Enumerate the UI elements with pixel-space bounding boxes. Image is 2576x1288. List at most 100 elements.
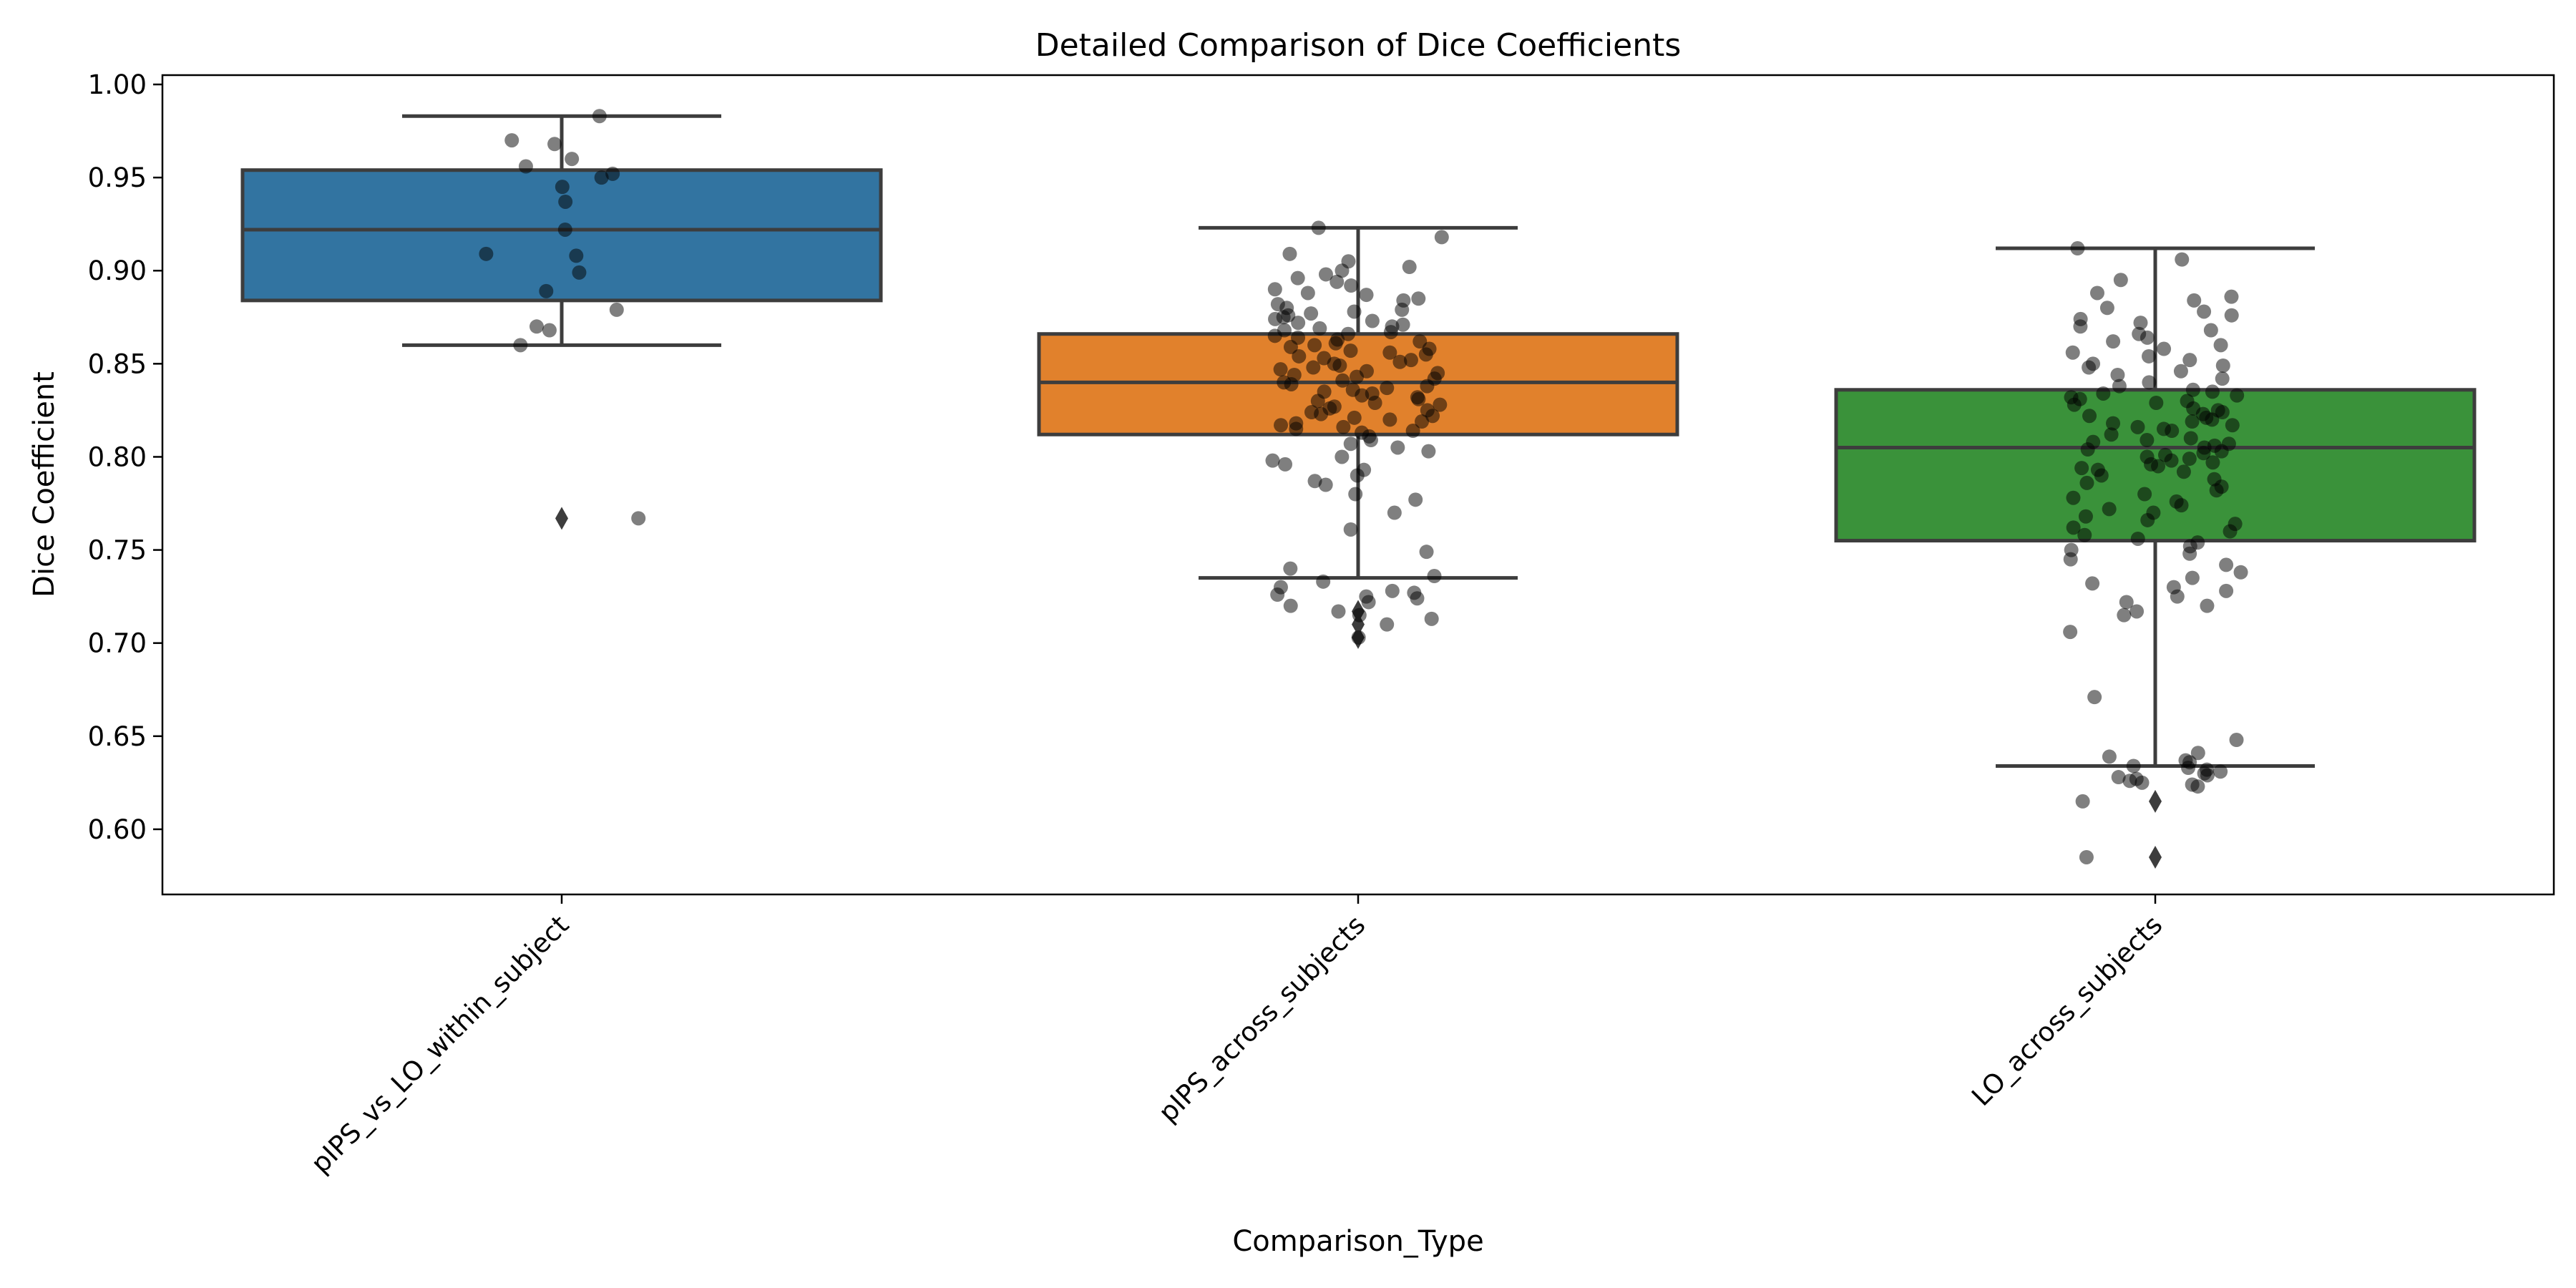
data-point bbox=[2230, 388, 2245, 403]
data-point bbox=[2077, 527, 2092, 542]
data-point bbox=[2119, 595, 2134, 610]
data-point bbox=[1382, 345, 1397, 360]
data-point bbox=[2185, 382, 2200, 397]
data-point bbox=[2200, 598, 2215, 613]
data-point bbox=[572, 265, 587, 280]
y-tick-label: 0.65 bbox=[88, 721, 147, 752]
data-point bbox=[1316, 574, 1331, 589]
data-point bbox=[479, 246, 494, 261]
y-tick-label: 0.95 bbox=[88, 162, 147, 193]
data-point bbox=[2089, 286, 2104, 301]
data-point bbox=[1387, 505, 1402, 520]
data-point bbox=[2182, 546, 2197, 561]
data-point bbox=[1273, 362, 1288, 377]
data-point bbox=[1307, 474, 1322, 489]
data-point bbox=[1403, 353, 1418, 368]
data-point bbox=[1306, 360, 1321, 375]
data-point bbox=[2183, 431, 2198, 446]
data-point bbox=[2142, 375, 2157, 390]
data-point bbox=[2190, 746, 2205, 761]
y-tick-label: 0.90 bbox=[88, 255, 147, 286]
data-point bbox=[2214, 444, 2229, 459]
data-point bbox=[2082, 360, 2097, 375]
data-point bbox=[2197, 304, 2212, 319]
data-point bbox=[1385, 583, 1400, 598]
data-point bbox=[1282, 246, 1297, 261]
data-point bbox=[2111, 770, 2126, 785]
data-point bbox=[1351, 630, 1366, 645]
points-pIPS_across_subjects bbox=[1265, 220, 1449, 645]
data-point bbox=[1311, 220, 1326, 235]
data-point bbox=[1420, 379, 1435, 394]
data-point bbox=[2164, 453, 2179, 468]
data-point bbox=[1331, 604, 1346, 619]
data-point bbox=[1335, 263, 1350, 278]
data-point bbox=[1347, 304, 1362, 319]
data-point bbox=[2113, 273, 2128, 288]
data-point bbox=[2190, 779, 2205, 794]
data-point bbox=[2085, 576, 2100, 591]
data-point bbox=[2140, 330, 2155, 345]
data-point bbox=[2215, 358, 2230, 373]
data-point bbox=[1289, 421, 1304, 436]
data-point bbox=[1410, 591, 1425, 606]
data-point bbox=[1267, 328, 1282, 343]
data-point bbox=[1361, 595, 1376, 610]
data-point bbox=[1380, 381, 1395, 396]
outlier-marker bbox=[2149, 789, 2162, 813]
data-point bbox=[2122, 774, 2137, 789]
data-point bbox=[1307, 338, 1322, 353]
data-point bbox=[2185, 414, 2200, 429]
data-point bbox=[1392, 354, 1407, 369]
data-point bbox=[1314, 406, 1329, 421]
y-tick-label: 0.70 bbox=[88, 628, 147, 659]
data-point bbox=[1328, 336, 1343, 351]
data-point bbox=[2149, 396, 2164, 410]
data-point bbox=[1318, 267, 1333, 282]
chart-title: Detailed Comparison of Dice Coefficients bbox=[1035, 27, 1682, 64]
y-axis-label: Dice Coefficient bbox=[28, 371, 61, 597]
data-point bbox=[2233, 565, 2248, 580]
points-layer bbox=[479, 109, 2248, 864]
data-point bbox=[2102, 749, 2117, 764]
data-point bbox=[2213, 764, 2228, 779]
data-point bbox=[2224, 308, 2239, 323]
data-point bbox=[592, 109, 607, 124]
data-point bbox=[2175, 252, 2190, 267]
data-point bbox=[1411, 391, 1426, 406]
data-point bbox=[1347, 410, 1362, 425]
outlier-marker bbox=[2149, 845, 2162, 869]
plot-frame bbox=[161, 74, 2555, 896]
data-point bbox=[1270, 587, 1285, 602]
data-point bbox=[2129, 604, 2145, 619]
data-point bbox=[594, 170, 609, 185]
data-point bbox=[1268, 311, 1283, 326]
data-point bbox=[2078, 509, 2093, 524]
data-point bbox=[547, 137, 562, 152]
data-point bbox=[2102, 502, 2117, 517]
data-point bbox=[2063, 552, 2078, 567]
data-point bbox=[2106, 416, 2121, 431]
data-point bbox=[1340, 326, 1355, 341]
data-point bbox=[2182, 452, 2197, 467]
data-point bbox=[2073, 319, 2088, 334]
points-LO_across_subjects bbox=[2063, 241, 2248, 864]
data-point bbox=[2080, 442, 2095, 457]
data-point bbox=[1267, 282, 1282, 297]
data-point bbox=[2223, 524, 2238, 539]
data-point bbox=[2209, 483, 2224, 498]
data-point bbox=[2075, 794, 2090, 809]
data-point bbox=[1348, 487, 1363, 502]
data-point bbox=[1265, 453, 1280, 468]
data-point bbox=[2213, 338, 2228, 353]
data-point bbox=[1405, 424, 1420, 439]
data-point bbox=[1350, 468, 1365, 483]
data-point bbox=[1291, 316, 1306, 331]
data-point bbox=[1318, 477, 1333, 492]
data-point bbox=[1343, 522, 1358, 537]
y-tick-label: 0.75 bbox=[88, 535, 147, 566]
data-point bbox=[1290, 270, 1305, 286]
data-point bbox=[1352, 608, 1367, 623]
data-point bbox=[2079, 475, 2094, 490]
